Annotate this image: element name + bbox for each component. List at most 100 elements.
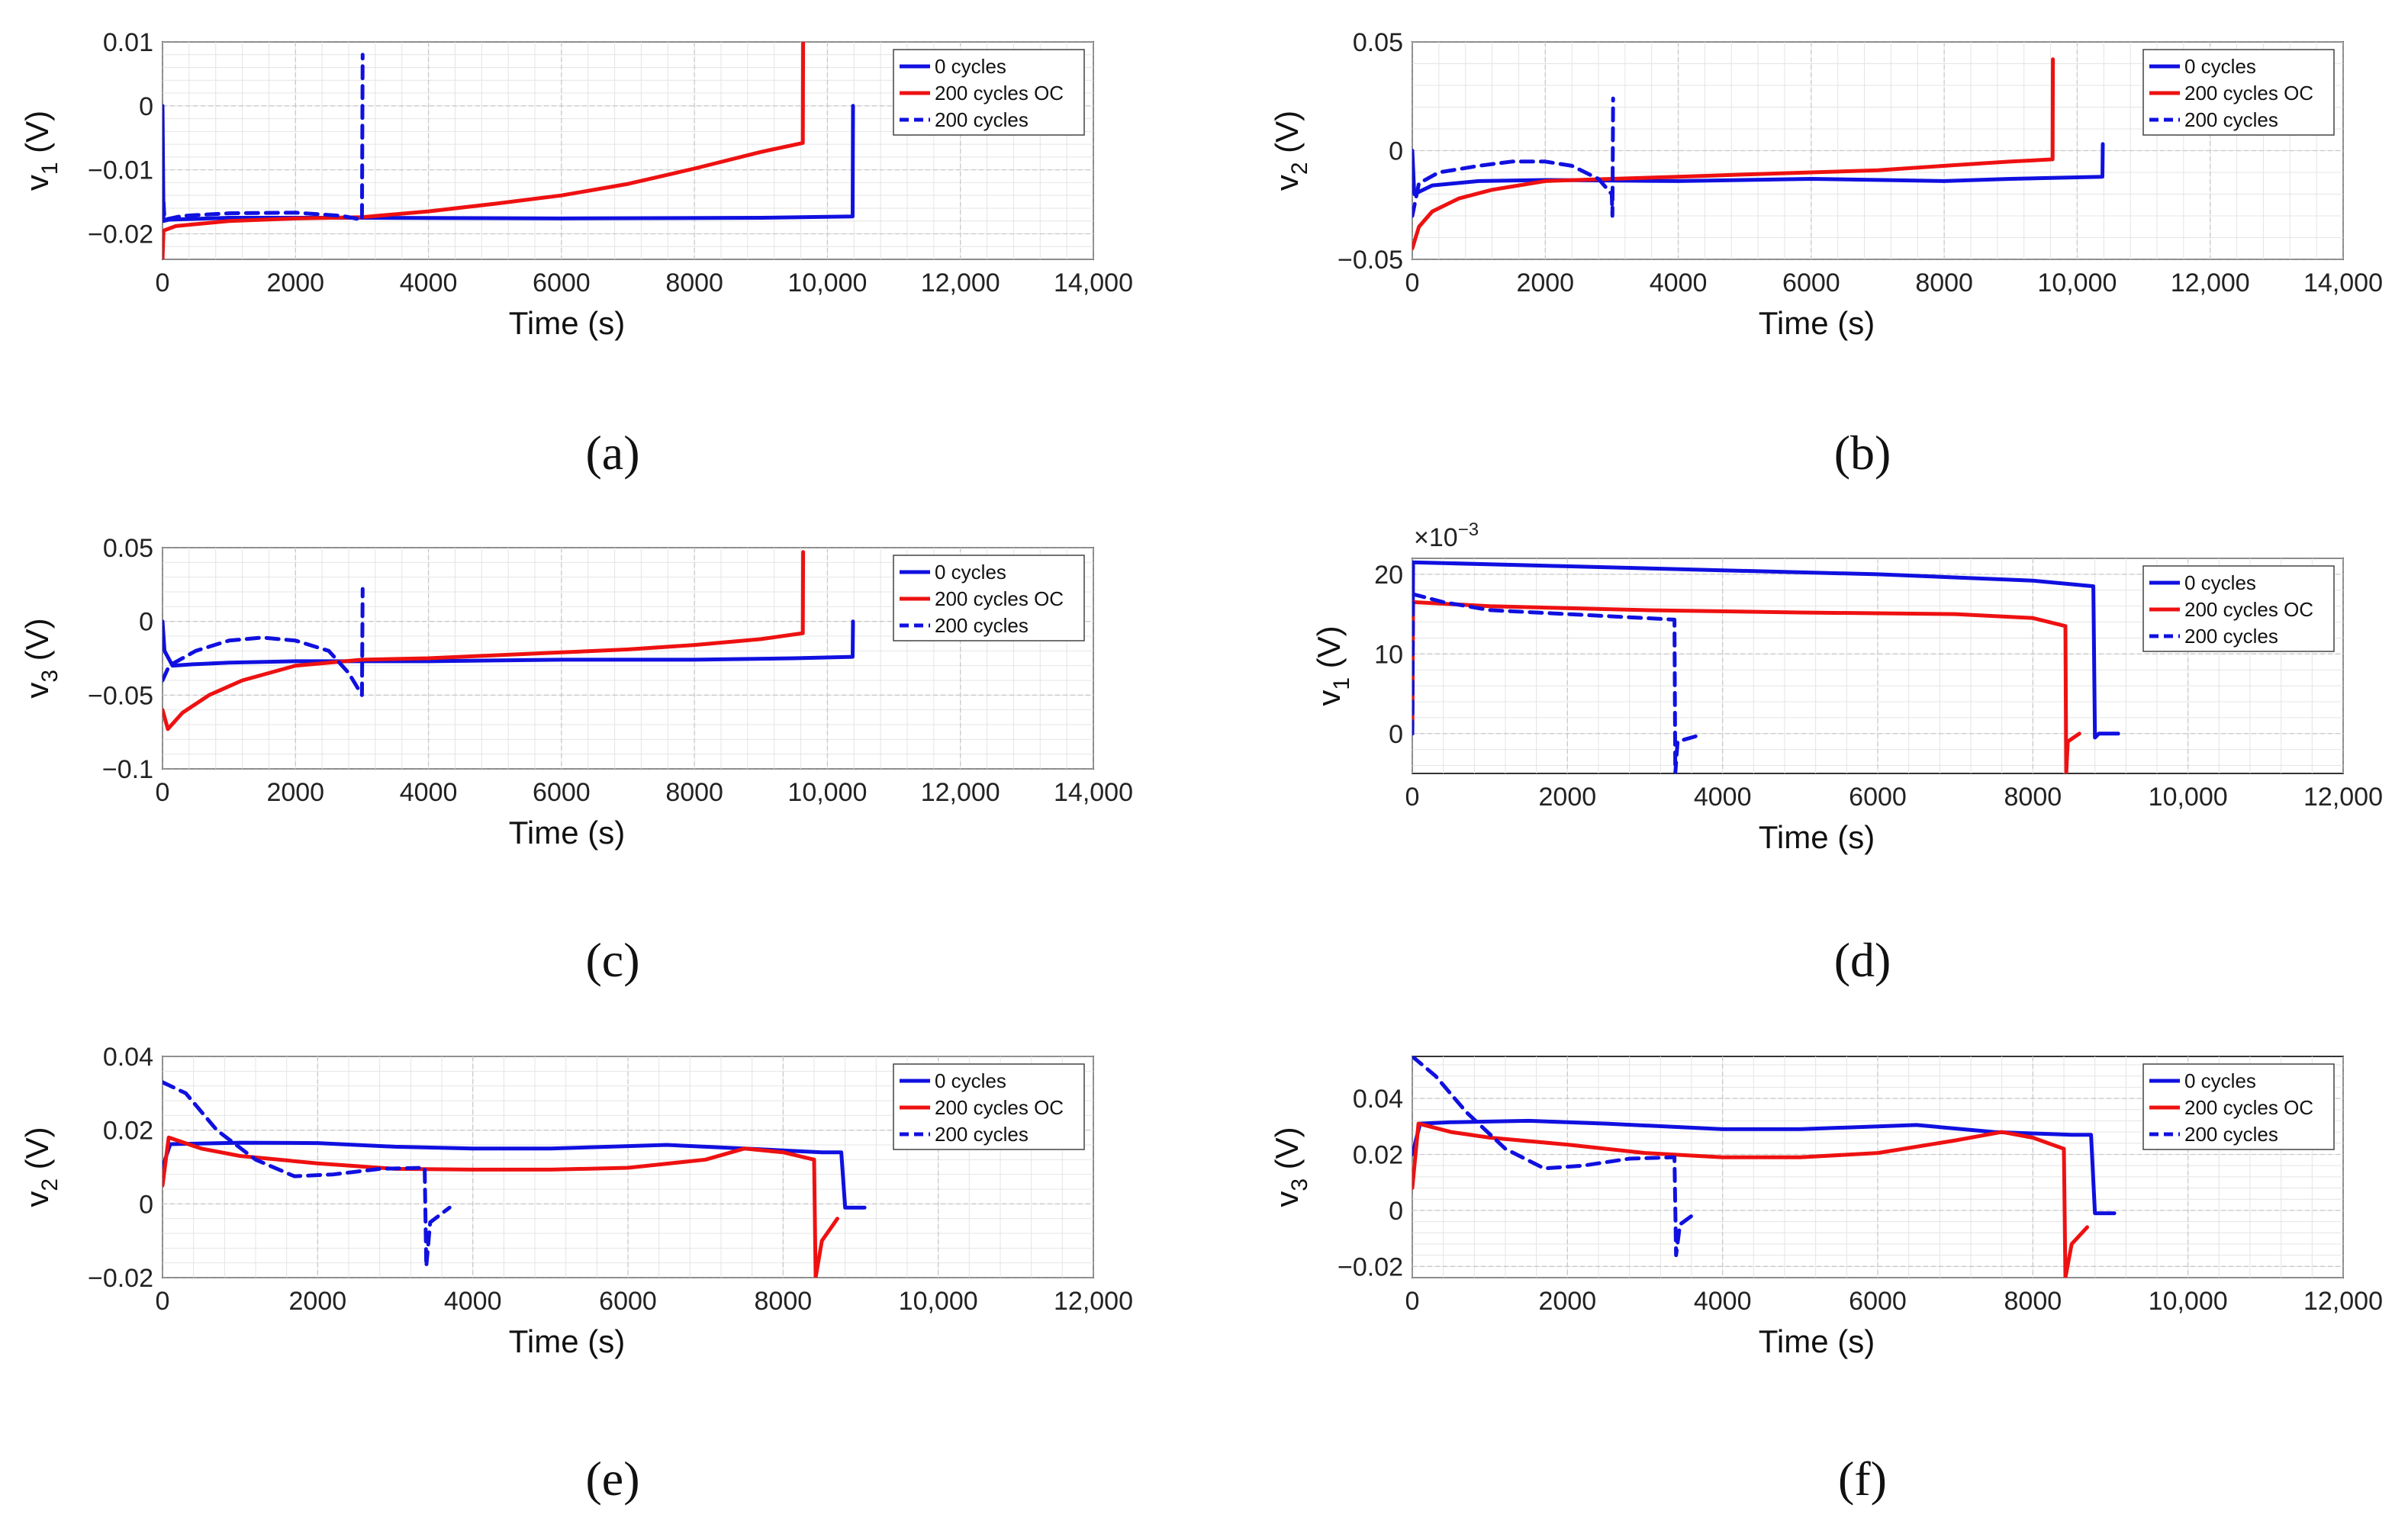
y-tick-label: 0.02 (1353, 1140, 1403, 1169)
y-tick-label: 0.05 (1353, 28, 1403, 57)
series-line-3 (1412, 1056, 1694, 1258)
y-tick-label: 0 (139, 608, 153, 637)
y-tick-label: 0 (139, 92, 153, 121)
series-line-2 (1412, 1121, 2089, 1278)
x-tick-label: 0 (156, 1287, 170, 1316)
legend-entry: 0 cycles (2184, 55, 2256, 78)
y-tick-label: −0.02 (1338, 1252, 1403, 1281)
x-tick-label: 2000 (266, 268, 324, 297)
x-tick-label: 8000 (665, 268, 723, 297)
y-tick-label: 0 (139, 1190, 153, 1219)
y-axis-label: v3 (V) (1269, 1127, 1312, 1207)
y-axis-label: v3 (V) (19, 618, 63, 698)
x-tick-label: 6000 (1782, 268, 1840, 297)
x-axis-label: Time (s) (509, 1323, 625, 1359)
x-tick-label: 4000 (1694, 783, 1752, 812)
x-tick-label: 8000 (2004, 1287, 2062, 1316)
y-tick-label: −0.05 (1338, 246, 1403, 275)
series-line-2 (1412, 57, 2055, 251)
x-tick-label: 6000 (1849, 1287, 1907, 1316)
x-tick-label: 6000 (599, 1287, 657, 1316)
series-line-1 (1412, 1118, 2117, 1216)
x-tick-label: 0 (1405, 268, 1420, 297)
y-tick-label: −0.05 (88, 681, 153, 710)
chart-panel-a: 0 2000 4000 6000 8000 10,000 12,000 14,000 −0.02… (19, 28, 1133, 480)
x-tick-label: 10,000 (787, 268, 867, 297)
series-line-1 (1412, 560, 2120, 740)
chart-panel-c: 0 2000 4000 6000 8000 10,000 12,000 14,000 −0.1 −… (19, 534, 1133, 987)
y-tick-label: 0.04 (1353, 1085, 1403, 1114)
y-tick-label: 0 (1389, 1197, 1403, 1226)
y-axis-label: v1 (V) (1311, 625, 1354, 706)
y-axis-label: v2 (V) (19, 1127, 63, 1207)
panel-caption: (c) (585, 933, 639, 987)
y-tick-label: 10 (1374, 640, 1403, 669)
panel-caption: (d) (1834, 933, 1891, 987)
series-group (1412, 57, 2105, 251)
x-tick-label: 4000 (1650, 268, 1708, 297)
x-axis-label: Time (s) (1759, 819, 1875, 855)
x-tick-label: 0 (156, 268, 170, 297)
panel-caption: (e) (585, 1452, 639, 1506)
legend-entry: 200 cycles OC (2184, 1096, 2313, 1119)
legend-entry: 200 cycles OC (935, 82, 1064, 104)
x-tick-label: 8000 (665, 778, 723, 807)
legend-entry: 200 cycles OC (935, 587, 1064, 610)
legend-entry: 200 cycles (2184, 625, 2278, 648)
series-line-3 (163, 1080, 452, 1268)
x-tick-label: 0 (156, 778, 170, 807)
chart-panel-e: 0 2000 4000 6000 8000 10,000 12,000−0.0200.020… (19, 1043, 1133, 1506)
chart-panel-d: 0 2000 4000 6000 8000 10,000 12,000 0 10 20 ×10−3 T… (1311, 519, 2383, 987)
x-tick-label: 10,000 (2149, 783, 2228, 812)
x-tick-label: 12,000 (2171, 268, 2250, 297)
x-tick-label: 10,000 (2037, 268, 2117, 297)
x-tick-label: 2000 (289, 1287, 347, 1316)
x-axis-label: Time (s) (1759, 1323, 1875, 1359)
series-group (163, 550, 855, 731)
y-tick-label: −0.02 (88, 220, 153, 249)
x-axis-label: Time (s) (509, 815, 625, 850)
legend-entry: 0 cycles (935, 55, 1006, 78)
x-tick-label: 12,000 (921, 268, 1000, 297)
series-group (163, 42, 855, 259)
y-axis-label: v2 (V) (1269, 111, 1312, 191)
x-tick-label: 8000 (2004, 783, 2062, 812)
y-tick-label: −0.02 (88, 1264, 153, 1293)
y-tick-label: 0.04 (103, 1043, 153, 1072)
y-tick-label: −0.01 (88, 156, 153, 185)
x-tick-label: 0 (1405, 783, 1420, 812)
x-tick-label: 12,000 (2303, 1287, 2383, 1316)
y-tick-label: 0.02 (103, 1117, 153, 1146)
x-tick-label: 4000 (444, 1287, 502, 1316)
x-tick-label: 4000 (400, 778, 458, 807)
series-line-3 (1412, 592, 1701, 773)
legend-entry: 200 cycles (935, 614, 1029, 637)
chart-panel-b: 0 2000 4000 6000 8000 10,000 12,000 14,000 −0.05… (1269, 28, 2383, 480)
legend-entry: 0 cycles (2184, 571, 2256, 594)
legend-entry: 200 cycles OC (2184, 82, 2313, 104)
x-tick-label: 6000 (1849, 783, 1907, 812)
x-tick-label: 2000 (1539, 783, 1597, 812)
x-tick-label: 12,000 (1054, 1287, 1133, 1316)
series-group (1412, 560, 2120, 773)
legend-entry: 0 cycles (2184, 1069, 2256, 1092)
series-group (163, 1080, 867, 1278)
x-tick-label: 6000 (533, 778, 591, 807)
legend-entry: 200 cycles (2184, 1123, 2278, 1146)
y-tick-label: 0 (1389, 720, 1403, 749)
y-tick-label: 0.01 (103, 28, 153, 57)
x-tick-label: 10,000 (787, 778, 867, 807)
x-tick-label: 2000 (1516, 268, 1574, 297)
legend-entry: 200 cycles (935, 1123, 1029, 1146)
y-multiplier-label: ×10−3 (1414, 519, 1479, 552)
x-tick-label: 14,000 (1054, 778, 1133, 807)
y-tick-label: −0.1 (102, 755, 153, 784)
series-line-2 (163, 550, 806, 731)
series-line-3 (1412, 96, 1615, 218)
x-tick-label: 14,000 (1054, 268, 1133, 297)
series-line-2 (163, 42, 806, 259)
series-line-2 (163, 1135, 839, 1278)
y-tick-label: 20 (1374, 561, 1403, 590)
series-group (1412, 1056, 2117, 1278)
